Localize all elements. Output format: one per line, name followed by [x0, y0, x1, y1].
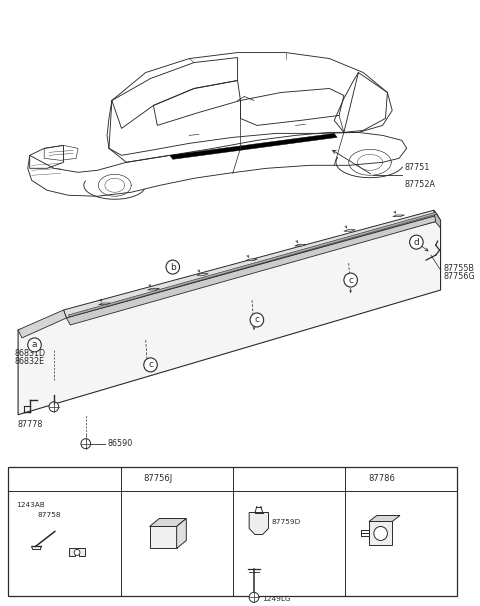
- Text: a: a: [32, 341, 37, 350]
- Text: b: b: [128, 474, 133, 483]
- Polygon shape: [69, 548, 85, 556]
- Text: 87751: 87751: [405, 163, 430, 172]
- Text: 86832E: 86832E: [14, 358, 44, 367]
- Polygon shape: [68, 212, 437, 317]
- Text: c: c: [348, 276, 353, 285]
- Text: 87755B: 87755B: [444, 264, 474, 273]
- Polygon shape: [170, 133, 337, 159]
- Polygon shape: [295, 244, 306, 246]
- Polygon shape: [197, 274, 208, 275]
- Polygon shape: [150, 527, 177, 548]
- Text: 1243AB: 1243AB: [16, 502, 45, 508]
- Text: 87759D: 87759D: [271, 519, 300, 525]
- Text: 87786: 87786: [368, 474, 395, 483]
- Polygon shape: [66, 215, 441, 325]
- Circle shape: [409, 235, 423, 249]
- Circle shape: [166, 260, 180, 274]
- Polygon shape: [344, 230, 355, 231]
- Polygon shape: [99, 303, 110, 305]
- Text: 86590: 86590: [107, 439, 132, 448]
- Circle shape: [49, 402, 59, 411]
- Circle shape: [348, 472, 361, 485]
- Polygon shape: [63, 210, 438, 318]
- Text: c: c: [240, 474, 245, 483]
- Bar: [9, 467, 457, 596]
- Text: d: d: [352, 474, 357, 483]
- Circle shape: [28, 338, 41, 352]
- Polygon shape: [434, 210, 441, 228]
- Text: c: c: [254, 316, 259, 324]
- Text: 86831D: 86831D: [14, 350, 45, 358]
- Polygon shape: [369, 522, 392, 545]
- Polygon shape: [18, 220, 441, 415]
- Circle shape: [236, 472, 249, 485]
- Circle shape: [344, 273, 358, 287]
- Circle shape: [124, 472, 136, 485]
- Polygon shape: [177, 519, 186, 548]
- Polygon shape: [150, 519, 186, 527]
- Text: 87752A: 87752A: [405, 180, 436, 189]
- Polygon shape: [369, 516, 400, 522]
- Circle shape: [250, 313, 264, 327]
- Circle shape: [74, 550, 80, 556]
- Text: c: c: [148, 361, 153, 370]
- Circle shape: [374, 527, 387, 541]
- Text: 87778: 87778: [17, 420, 42, 428]
- Polygon shape: [148, 288, 159, 290]
- Text: 87756J: 87756J: [144, 474, 173, 483]
- Circle shape: [12, 472, 24, 485]
- Polygon shape: [18, 310, 66, 338]
- Polygon shape: [249, 513, 268, 534]
- Polygon shape: [246, 259, 257, 261]
- Text: d: d: [413, 238, 419, 247]
- Circle shape: [249, 592, 259, 602]
- Text: 87756G: 87756G: [444, 271, 475, 281]
- Circle shape: [81, 439, 91, 448]
- Polygon shape: [393, 215, 405, 216]
- Text: a: a: [15, 474, 21, 483]
- Text: 87758: 87758: [37, 511, 61, 518]
- Text: b: b: [170, 262, 176, 271]
- Circle shape: [144, 358, 157, 372]
- Text: 1249LG: 1249LG: [262, 596, 290, 602]
